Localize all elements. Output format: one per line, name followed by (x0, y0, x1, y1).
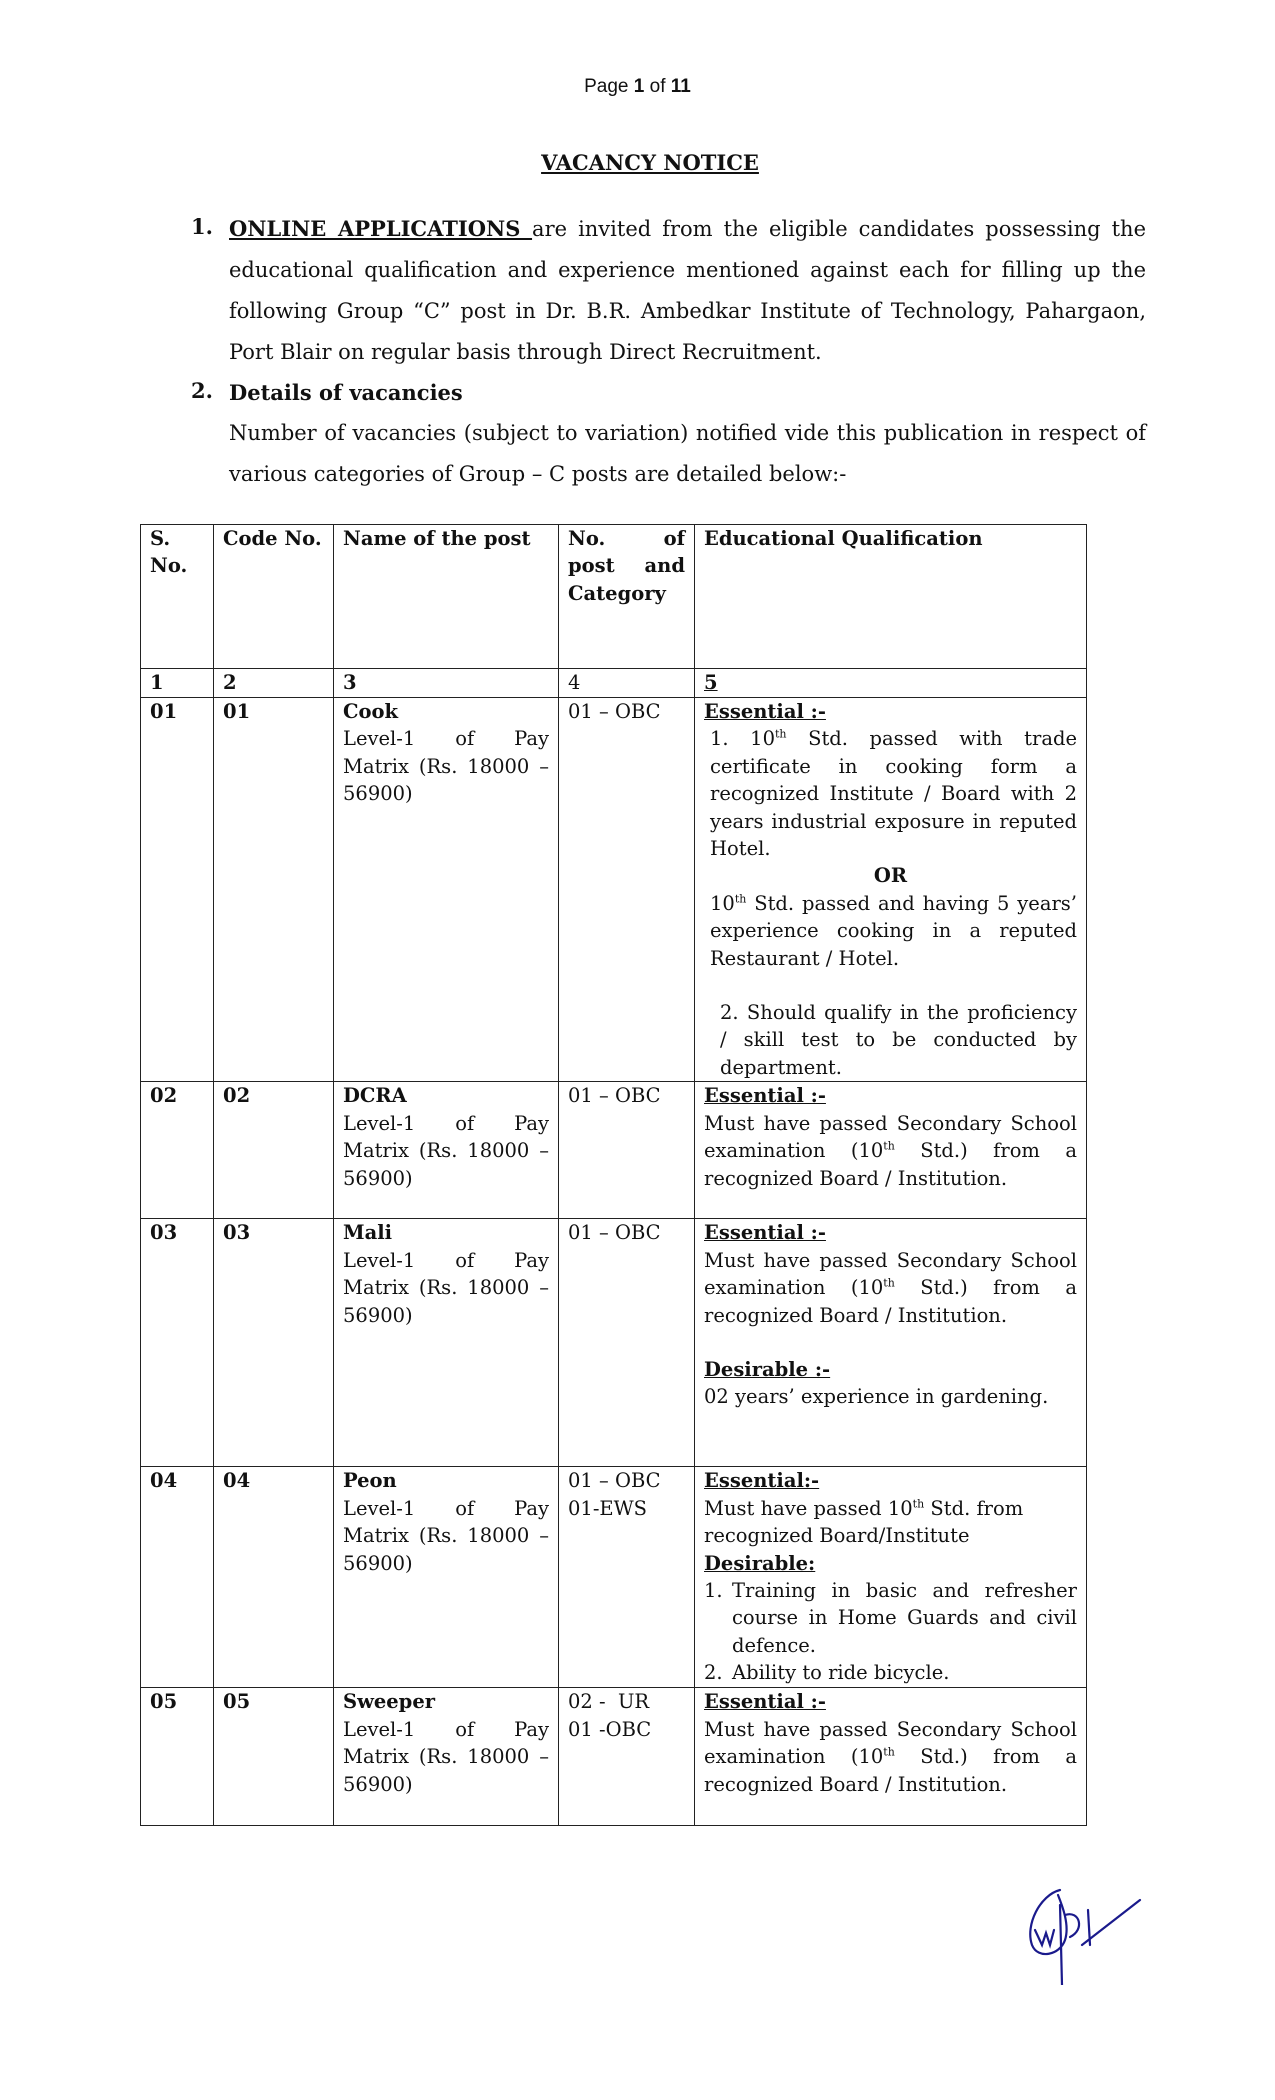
essential-label: Essential:- (704, 1469, 820, 1493)
table-row: 04 04 Peon Level-1 of Pay Matrix (Rs. 180… (140, 1466, 1087, 1689)
post: Cook Level-1 of Pay Matrix (Rs. 18000 – 5… (333, 696, 559, 1083)
table-row: 03 03 Mali Level-1 of Pay Matrix (Rs. 180… (140, 1218, 1087, 1468)
table-row: 05 05 Sweeper Level-1 of Pay Matrix (Rs. … (140, 1687, 1087, 1827)
vacancy-table: S. No. Code No. Name of the post No. of … (140, 524, 1087, 1827)
sno: 05 (140, 1687, 214, 1827)
post: Sweeper Level-1 of Pay Matrix (Rs. 18000 … (333, 1687, 559, 1827)
column-number-row: 1 2 3 4 5 (140, 668, 1087, 698)
col-number: 4 (558, 668, 695, 698)
desirable-item: 1. Training in basic and refresher course… (704, 1578, 1077, 1657)
pay-level: Level-1 of Pay Matrix (Rs. 18000 – 56900… (343, 1111, 549, 1190)
qualification: Essential:- Must have passed 10th Std. fr… (694, 1466, 1087, 1689)
qual-item: Must have passed Secondary School examin… (704, 1717, 1077, 1796)
desirable-label: Desirable :- (704, 1357, 831, 1381)
col-number: 2 (213, 668, 334, 698)
qual-item: 2. Should qualify in the proficiency / s… (720, 1001, 1077, 1079)
code: 03 (213, 1218, 334, 1468)
or-label: OR (873, 864, 908, 888)
post-name: DCRA (343, 1084, 407, 1108)
section-intro: ONLINE APPLICATIONS are invited from the… (229, 216, 1147, 364)
col-number: 5 (694, 668, 1087, 698)
essential-label: Essential :- (704, 700, 826, 723)
header-cell: Educational Qualification (694, 524, 1087, 669)
essential-label: Essential :- (704, 1084, 826, 1108)
code: 04 (213, 1466, 334, 1689)
category: 01 – OBC (558, 696, 695, 1083)
code: 01 (213, 696, 334, 1083)
table-row: 01 01 Cook Level-1 of Pay Matrix (Rs. 180… (140, 696, 1087, 1083)
post-name: Mali (343, 1221, 393, 1245)
qual-item: Must have passed Secondary School examin… (704, 1248, 1077, 1327)
section-number: 1. (191, 214, 213, 239)
category: 02 - UR 01 -OBC (558, 1687, 695, 1827)
qualification: Essential :- Must have passed Secondary S… (694, 1218, 1087, 1468)
table-header: S. No. Code No. Name of the post No. of … (140, 524, 1087, 669)
pay-level: Level-1 of Pay Matrix (Rs. 18000 – 56900… (343, 1248, 549, 1327)
post-name: Peon (343, 1469, 397, 1493)
qualification: Essential :- 1. 10th Std. passed with tr… (694, 696, 1087, 1083)
col-number: 3 (333, 668, 559, 698)
post: Mali Level-1 of Pay Matrix (Rs. 18000 – 5… (333, 1218, 559, 1468)
qual-item: Must have passed 10th Std. from recogniz… (704, 1496, 1024, 1548)
page-title: VACANCY NOTICE (541, 150, 759, 175)
qualification: Essential :- Must have passed Secondary S… (694, 1687, 1087, 1827)
page-indicator: Page 1 of 11 (584, 76, 691, 97)
category: 01 – OBC (558, 1218, 695, 1468)
pay-level: Level-1 of Pay Matrix (Rs. 18000 – 56900… (343, 1496, 549, 1575)
col-number: 1 (140, 668, 214, 698)
desirable-label: Desirable: (704, 1551, 816, 1575)
sno: 03 (140, 1218, 214, 1468)
qual-item: Must have passed Secondary School examin… (704, 1111, 1077, 1190)
post-name: Sweeper (343, 1690, 435, 1714)
essential-label: Essential :- (704, 1690, 826, 1714)
desirable-item: 02 years’ experience in gardening. (704, 1385, 1049, 1409)
post: DCRA Level-1 of Pay Matrix (Rs. 18000 – 5… (333, 1081, 559, 1220)
desirable-item: 2. Ability to ride bicycle. (704, 1661, 950, 1685)
pay-level: Level-1 of Pay Matrix (Rs. 18000 – 56900… (343, 1717, 549, 1796)
header-cell: Code No. (213, 524, 334, 669)
header-cell: No. of post and Category (558, 524, 695, 669)
header-cell: Name of the post (333, 524, 559, 669)
sno: 04 (140, 1466, 214, 1689)
category: 01 – OBC 01-EWS (558, 1466, 695, 1689)
category: 01 – OBC (558, 1081, 695, 1220)
sno: 01 (140, 696, 214, 1083)
section-text: Number of vacancies (subject to variatio… (229, 421, 1146, 486)
table-row: 02 02 DCRA Level-1 of Pay Matrix (Rs. 180… (140, 1081, 1087, 1220)
qual-item: 10th Std. passed and having 5 years’ exp… (710, 891, 1077, 970)
qual-item: 1. 10th Std. passed with trade certifica… (710, 727, 1077, 861)
code: 02 (213, 1081, 334, 1220)
section-number: 2. (191, 378, 213, 403)
post: Peon Level-1 of Pay Matrix (Rs. 18000 – 5… (333, 1466, 559, 1689)
sno: 02 (140, 1081, 214, 1220)
header-cell: S. No. (140, 524, 214, 669)
qualification: Essential :- Must have passed Secondary S… (694, 1081, 1087, 1220)
signature (1029, 1888, 1142, 1985)
essential-label: Essential :- (704, 1221, 826, 1245)
section-heading: Details of vacancies (229, 380, 463, 405)
code: 05 (213, 1687, 334, 1827)
pay-level: Level-1 of Pay Matrix (Rs. 18000 – 56900… (343, 727, 549, 806)
post-name: Cook (343, 700, 399, 723)
